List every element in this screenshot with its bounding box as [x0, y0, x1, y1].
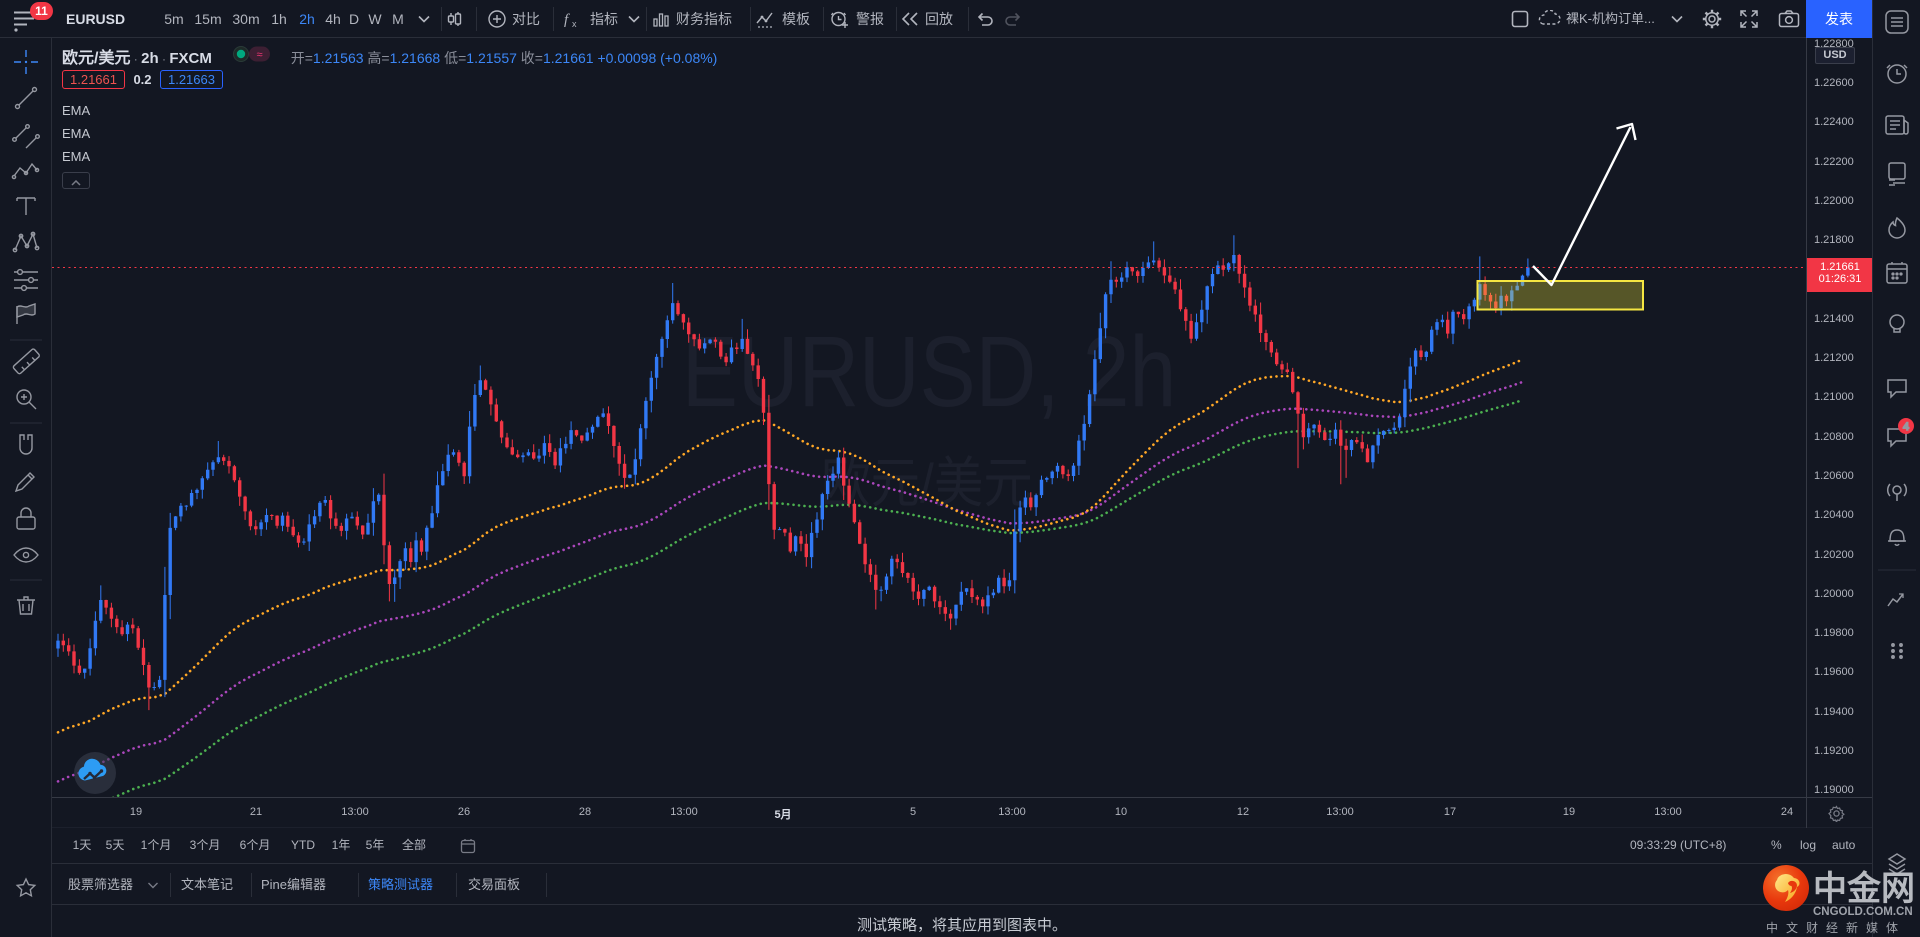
svg-text:欧元/美元: 欧元/美元: [821, 454, 1033, 515]
svg-text:4: 4: [1903, 421, 1909, 433]
svg-text:x: x: [572, 19, 577, 29]
svg-text:中文财经新媒体: 中文财经新媒体: [1766, 920, 1906, 935]
svg-text:CNGOLD.COM.CN: CNGOLD.COM.CN: [1813, 906, 1913, 918]
svg-text:中金网: 中金网: [1813, 869, 1915, 908]
svg-text:≈: ≈: [257, 49, 263, 61]
svg-text:f: f: [564, 12, 570, 28]
